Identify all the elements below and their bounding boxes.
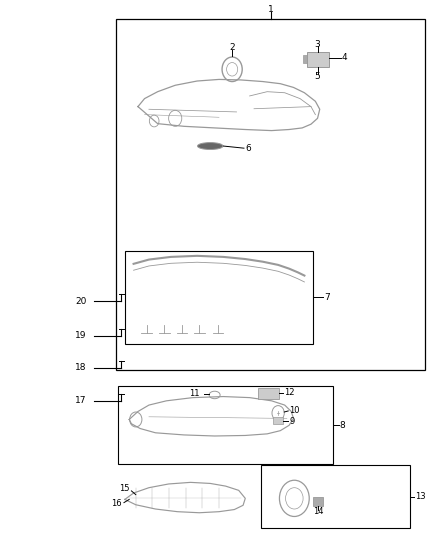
Text: 8: 8 <box>339 421 345 430</box>
Bar <box>118 386 333 464</box>
Text: 11: 11 <box>189 389 200 398</box>
Text: 14: 14 <box>313 507 323 516</box>
Bar <box>273 417 283 424</box>
Text: 1: 1 <box>268 5 274 14</box>
Text: 3: 3 <box>314 40 321 49</box>
Text: 18: 18 <box>75 364 86 372</box>
Text: 13: 13 <box>415 492 426 501</box>
Ellipse shape <box>198 143 223 150</box>
Text: 4: 4 <box>342 53 347 62</box>
Text: 17: 17 <box>75 397 86 405</box>
Text: 10: 10 <box>289 406 300 415</box>
Text: 6: 6 <box>245 144 251 152</box>
Text: 2: 2 <box>230 43 235 52</box>
Bar <box>303 55 307 63</box>
Text: 9: 9 <box>289 417 294 425</box>
Bar <box>116 19 425 370</box>
Text: 20: 20 <box>75 297 86 305</box>
Text: 19: 19 <box>75 332 86 340</box>
Bar <box>307 52 328 67</box>
Text: 5: 5 <box>314 72 321 80</box>
Bar <box>258 388 279 399</box>
Text: 16: 16 <box>111 499 122 508</box>
Bar <box>261 465 410 528</box>
Text: 15: 15 <box>119 484 129 493</box>
Text: 12: 12 <box>284 388 294 397</box>
Bar <box>125 251 313 344</box>
Text: 7: 7 <box>324 293 330 302</box>
Bar <box>313 497 323 506</box>
